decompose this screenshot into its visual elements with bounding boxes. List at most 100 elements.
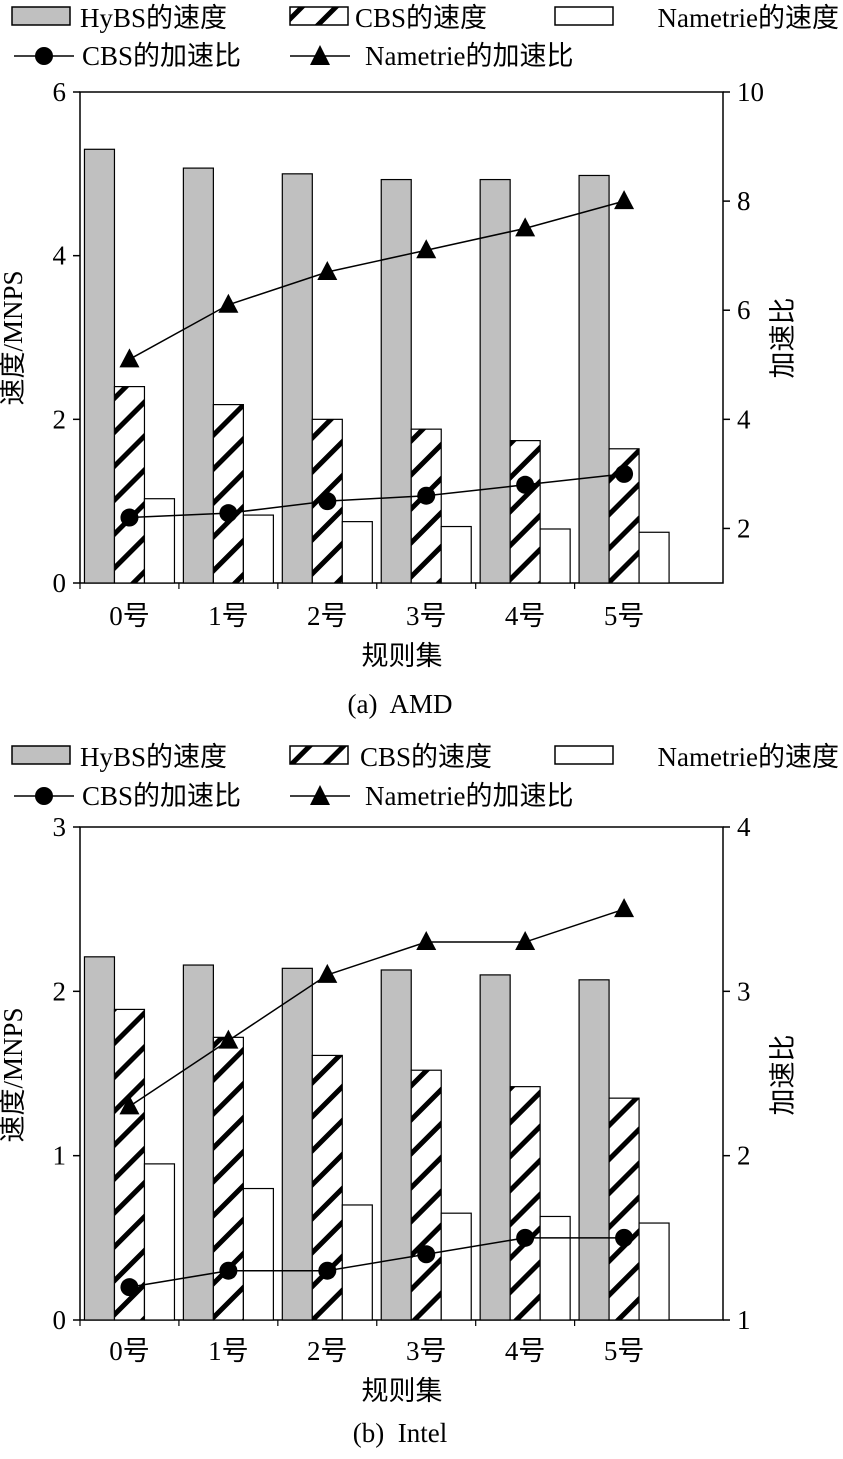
x-axis-label: 规则集 (362, 1376, 443, 1406)
y-tick-label: 3 (53, 812, 67, 842)
legend-item-hybs-speed: HyBS的速度 (11, 742, 227, 772)
cbs-ratio-point-1 (219, 504, 238, 523)
y2-axis-label: 加速比 (768, 1035, 798, 1116)
nametrie-ratio-point-0 (119, 348, 140, 368)
y2-tick-label: 4 (737, 812, 751, 842)
hatched-bar-3 (410, 1069, 442, 1321)
white-bar-4 (539, 528, 571, 584)
white-bar-4 (539, 1215, 571, 1321)
hatched-bar-2 (311, 1054, 343, 1321)
plot-area: 0 2 4 6 2 4 6 8 10 0号 1号 2号 3号 4号 5号 (53, 77, 765, 631)
white-bar-1 (242, 514, 274, 584)
cbs-ratio-point-3 (417, 1245, 436, 1264)
hatched-bar-0 (113, 1008, 146, 1321)
y-tick-label: 1 (53, 1141, 67, 1171)
x-tick-label: 5号 (604, 1336, 645, 1366)
legend-circle-marker (35, 787, 53, 805)
x-tick-label: 3号 (406, 601, 447, 631)
nametrie-ratio-point-0 (119, 1095, 140, 1115)
legend-swatch-gray-bar (11, 6, 71, 26)
cbs-ratio-point-5 (615, 1228, 634, 1247)
legend-label: CBS的加速比 (82, 41, 241, 71)
white-bar-0 (143, 1163, 176, 1321)
triangle-line-series-line (129, 200, 625, 360)
legend-item-nametrie-speed: Nametrie的速度 (554, 742, 839, 772)
y-tick-label: 0 (53, 1305, 67, 1335)
cbs-ratio-point-3 (417, 486, 436, 505)
y2-tick-label: 2 (737, 1141, 751, 1171)
y2-tick-label: 1 (737, 1305, 751, 1335)
legend-label: Nametrie的加速比 (365, 781, 573, 811)
white-bar-0 (143, 498, 176, 584)
nametrie-ratio-point-1 (218, 1029, 239, 1049)
y-tick-label: 0 (53, 568, 67, 598)
nametrie-ratio-point-3 (416, 931, 437, 951)
y2-tick-label: 10 (737, 77, 764, 107)
nametrie-ratio-point-3 (416, 239, 437, 259)
white-bar-3 (440, 525, 472, 584)
legend-triangle-marker (310, 785, 330, 805)
gray-bar-5 (578, 174, 610, 584)
y-axis-label: 速度/MNPS (0, 270, 28, 405)
nametrie-ratio-point-5 (614, 190, 635, 210)
hatched-bar-3 (410, 428, 442, 584)
chart-caption: (a) AMD (348, 689, 453, 719)
gray-bar-4 (479, 974, 511, 1321)
gray-bar-1 (182, 964, 214, 1321)
chart-panel-intel: HyBS的速度 CBS的速度 Nametrie的速度 CBS的加速比 Namet… (0, 742, 839, 1448)
x-tick-label: 5号 (604, 601, 645, 631)
legend-swatch-hatched-bar (289, 6, 349, 26)
legend: HyBS的速度 CBS的速度 Nametrie的速度 CBS的加速比 Namet… (11, 742, 839, 811)
y2-tick-label: 4 (737, 404, 751, 434)
hatched-bar-1 (212, 404, 244, 584)
cbs-ratio-point-0 (120, 508, 139, 527)
cbs-ratio-point-5 (615, 464, 634, 483)
y-tick-label: 2 (53, 404, 67, 434)
legend-item-nametrie-ratio: Nametrie的加速比 (290, 41, 573, 71)
y2-tick-label: 6 (737, 295, 751, 325)
x-tick-label: 0号 (109, 601, 150, 631)
chart-panel-amd: HyBS的速度 CBS的速度 Nametrie的速度 CBS的加速比 Namet… (0, 3, 839, 719)
gray-bar-0 (83, 956, 116, 1321)
legend-triangle-marker (310, 45, 330, 65)
hatched-bar-5 (608, 1097, 640, 1321)
x-tick-label: 3号 (406, 1336, 447, 1366)
legend-item-cbs-ratio: CBS的加速比 (14, 781, 241, 811)
legend-label: Nametrie的速度 (658, 742, 839, 772)
white-bar-5 (638, 531, 670, 584)
chart-caption: (b) Intel (353, 1418, 447, 1448)
legend-label: CBS的加速比 (82, 781, 241, 811)
gray-bar-3 (380, 178, 412, 584)
cbs-ratio-point-0 (120, 1278, 139, 1297)
legend-label: CBS的速度 (355, 3, 487, 33)
gray-bar-5 (578, 979, 610, 1321)
y2-axis-label: 加速比 (768, 298, 798, 379)
x-axis-label: 规则集 (362, 641, 443, 671)
x-tick-label: 1号 (208, 1336, 249, 1366)
legend-label: CBS的速度 (360, 742, 492, 772)
y2-tick-label: 2 (737, 513, 751, 543)
gray-bar-3 (380, 969, 412, 1321)
legend-item-cbs-speed: CBS的速度 (289, 742, 492, 772)
nametrie-ratio-point-2 (317, 261, 338, 281)
white-bar-1 (242, 1187, 274, 1321)
x-tick-label: 1号 (208, 601, 249, 631)
x-tick-label: 4号 (505, 1336, 546, 1366)
triangle-line-series-line (129, 908, 625, 1107)
hatched-bar-4 (509, 440, 541, 584)
y-tick-label: 4 (53, 241, 67, 271)
gray-bar-0 (83, 148, 116, 584)
white-bar-2 (341, 1204, 373, 1321)
white-bar-3 (440, 1212, 472, 1321)
legend-label: Nametrie的速度 (658, 3, 839, 33)
white-bar-5 (638, 1222, 670, 1321)
plot-area: 0 1 2 3 1 2 3 4 0号 1号 2号 3号 4号 5号 (53, 812, 752, 1366)
cbs-ratio-point-4 (516, 1228, 535, 1247)
cbs-ratio-point-4 (516, 475, 535, 494)
y-axis-label: 速度/MNPS (0, 1007, 28, 1142)
x-tick-label: 2号 (307, 1336, 348, 1366)
legend-item-nametrie-ratio: Nametrie的加速比 (290, 781, 573, 811)
legend-swatch-white-bar (554, 6, 614, 26)
white-bar-2 (341, 521, 373, 584)
